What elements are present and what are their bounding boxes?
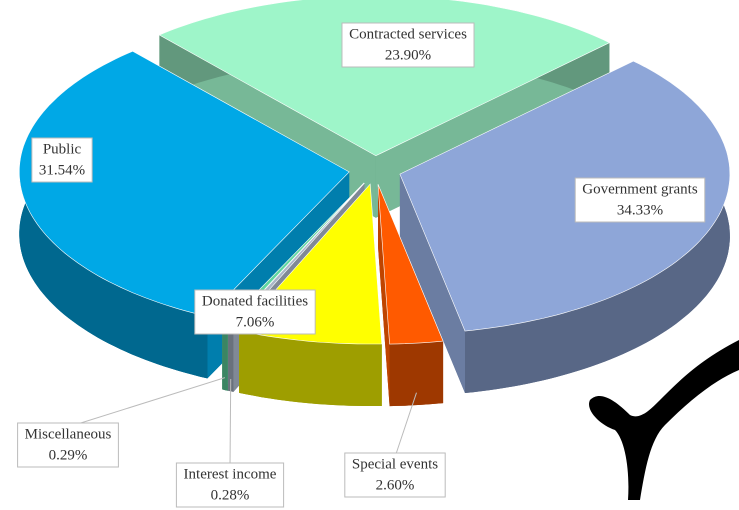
value-label: 0.28% [211,487,250,503]
value-label: 0.29% [49,447,88,463]
slice-side [389,341,444,407]
category-label: Miscellaneous [25,426,112,442]
category-label: Public [43,141,82,157]
slice [399,60,731,332]
category-label: Government grants [582,181,698,197]
leader-line [229,378,232,468]
leader-line [67,377,226,428]
labels: Contracted services 23.90% Government gran… [17,22,706,508]
slice-side [239,330,382,406]
slice [19,50,350,317]
label-box [341,22,475,68]
category-label: Interest income [184,466,277,482]
slice-side [399,174,465,393]
label-box [344,452,446,498]
value-label: 34.33% [617,202,663,218]
leader-line [394,392,417,458]
value-label: 7.06% [236,314,275,330]
label-box [17,422,119,468]
value-label: 31.54% [39,162,85,178]
slice [158,0,611,157]
value-label: 2.60% [376,477,415,493]
category-label: Donated facilities [202,293,308,309]
slice-side [228,328,234,392]
value-label: 23.90% [385,47,431,63]
label-box [574,177,706,223]
label-box [175,462,285,508]
slice [377,184,444,345]
category-label: Contracted services [349,26,467,42]
category-label: Special events [352,456,438,472]
label-box [31,137,93,183]
slice-side [465,61,730,393]
label-box [194,289,316,335]
slice-side [222,327,228,391]
scribble [589,340,739,500]
slice-side [378,184,390,407]
